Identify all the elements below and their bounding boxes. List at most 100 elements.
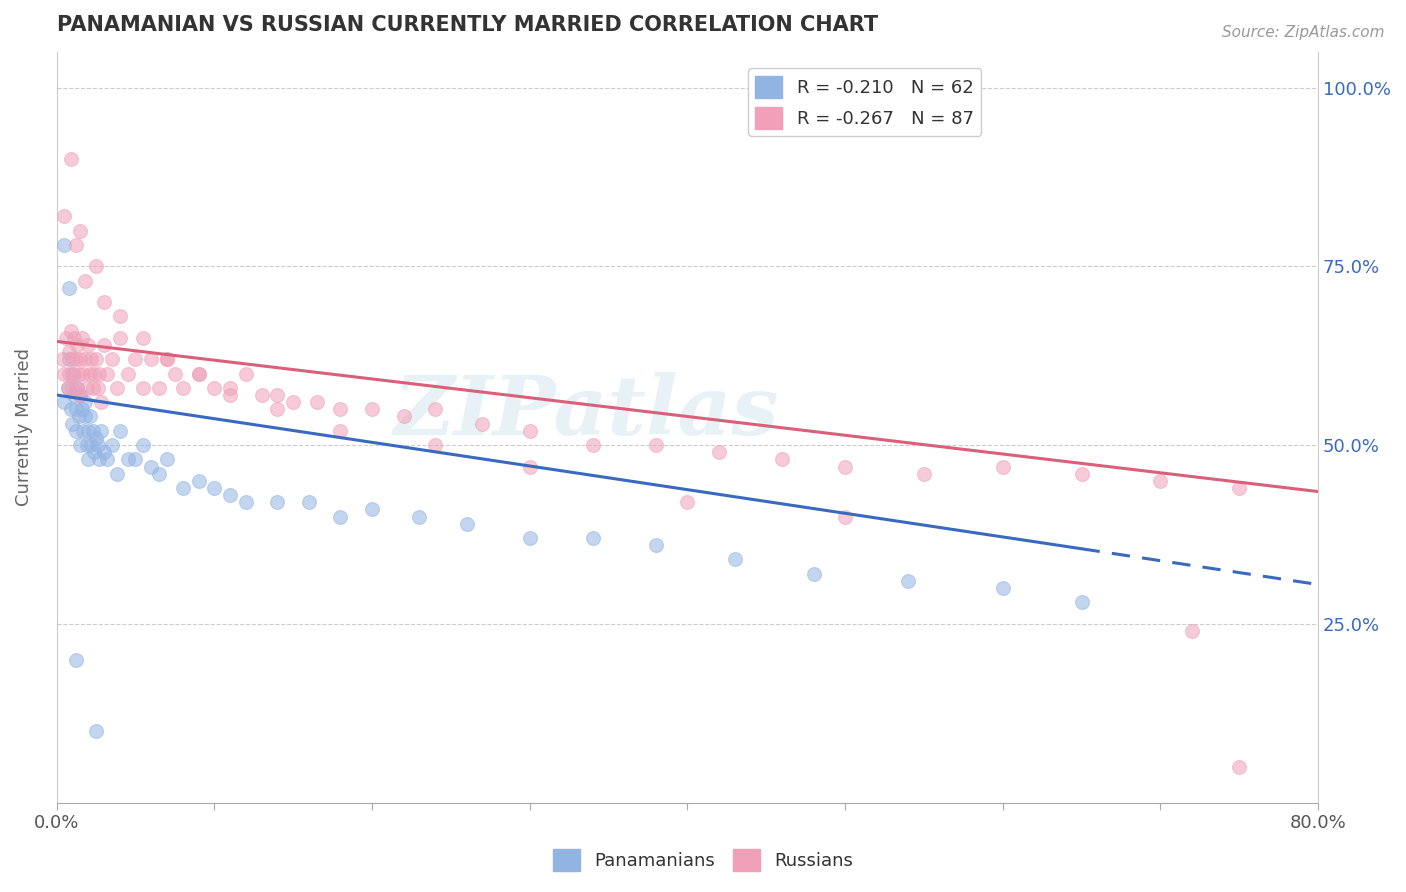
Point [90, 424, 112, 438]
Point [117, 367, 139, 381]
Point [361, 402, 384, 417]
Point [266, 388, 288, 402]
Point [235, 367, 257, 381]
Point [202, 381, 225, 395]
Point [84, 431, 107, 445]
Point [724, 552, 747, 566]
Point [83, 367, 105, 381]
Point [69, 352, 91, 367]
Point [53, 238, 76, 252]
Point [1227, 481, 1250, 495]
Point [101, 352, 124, 367]
Point [52, 352, 75, 367]
Point [73, 409, 96, 424]
Point [65, 238, 87, 252]
Point [392, 409, 415, 424]
Point [219, 488, 242, 502]
Point [124, 452, 146, 467]
Point [69, 388, 91, 402]
Point [361, 502, 384, 516]
Point [582, 438, 605, 452]
Point [56, 381, 79, 395]
Point [141, 459, 163, 474]
Point [187, 474, 209, 488]
Point [86, 438, 108, 452]
Text: Source: ZipAtlas.com: Source: ZipAtlas.com [1222, 25, 1385, 40]
Point [1149, 474, 1171, 488]
Point [58, 367, 80, 381]
Point [58, 345, 80, 359]
Point [72, 367, 94, 381]
Point [79, 409, 101, 424]
Point [63, 388, 86, 402]
Point [172, 381, 194, 395]
Point [70, 402, 93, 417]
Point [676, 495, 699, 509]
Point [108, 331, 131, 345]
Point [132, 381, 155, 395]
Point [266, 402, 288, 417]
Point [803, 566, 825, 581]
Point [60, 417, 83, 431]
Point [163, 367, 186, 381]
Point [63, 331, 86, 345]
Y-axis label: Currently Married: Currently Married [15, 348, 32, 507]
Point [69, 224, 91, 238]
Point [105, 381, 128, 395]
Point [770, 452, 793, 467]
Point [73, 395, 96, 409]
Point [77, 452, 100, 467]
Point [83, 445, 105, 459]
Point [124, 352, 146, 367]
Point [582, 531, 605, 545]
Point [60, 381, 83, 395]
Point [202, 481, 225, 495]
Point [63, 367, 86, 381]
Point [108, 424, 131, 438]
Point [59, 402, 82, 417]
Point [80, 352, 103, 367]
Point [93, 445, 115, 459]
Point [73, 274, 96, 288]
Point [156, 452, 179, 467]
Point [235, 495, 257, 509]
Point [86, 381, 108, 395]
Point [329, 424, 352, 438]
Point [76, 381, 98, 395]
Point [1227, 760, 1250, 774]
Point [53, 209, 76, 223]
Point [84, 352, 107, 367]
Point [1070, 467, 1092, 481]
Point [73, 352, 96, 367]
Point [707, 445, 730, 459]
Point [65, 352, 87, 367]
Point [89, 452, 111, 467]
Point [644, 438, 666, 452]
Point [90, 395, 112, 409]
Legend: Panamanians, Russians: Panamanians, Russians [546, 842, 860, 879]
Point [423, 438, 446, 452]
Point [79, 367, 101, 381]
Point [56, 381, 79, 395]
Point [70, 331, 93, 345]
Point [423, 402, 446, 417]
Point [456, 516, 478, 531]
Point [59, 152, 82, 166]
Text: PANAMANIAN VS RUSSIAN CURRENTLY MARRIED CORRELATION CHART: PANAMANIAN VS RUSSIAN CURRENTLY MARRIED … [56, 15, 877, 35]
Point [59, 324, 82, 338]
Point [117, 452, 139, 467]
Point [250, 388, 273, 402]
Point [266, 495, 288, 509]
Point [1070, 595, 1092, 609]
Point [187, 367, 209, 381]
Point [60, 352, 83, 367]
Point [66, 338, 89, 352]
Point [58, 352, 80, 367]
Point [172, 481, 194, 495]
Point [471, 417, 494, 431]
Point [65, 424, 87, 438]
Point [148, 467, 170, 481]
Point [77, 338, 100, 352]
Point [298, 495, 321, 509]
Point [69, 438, 91, 452]
